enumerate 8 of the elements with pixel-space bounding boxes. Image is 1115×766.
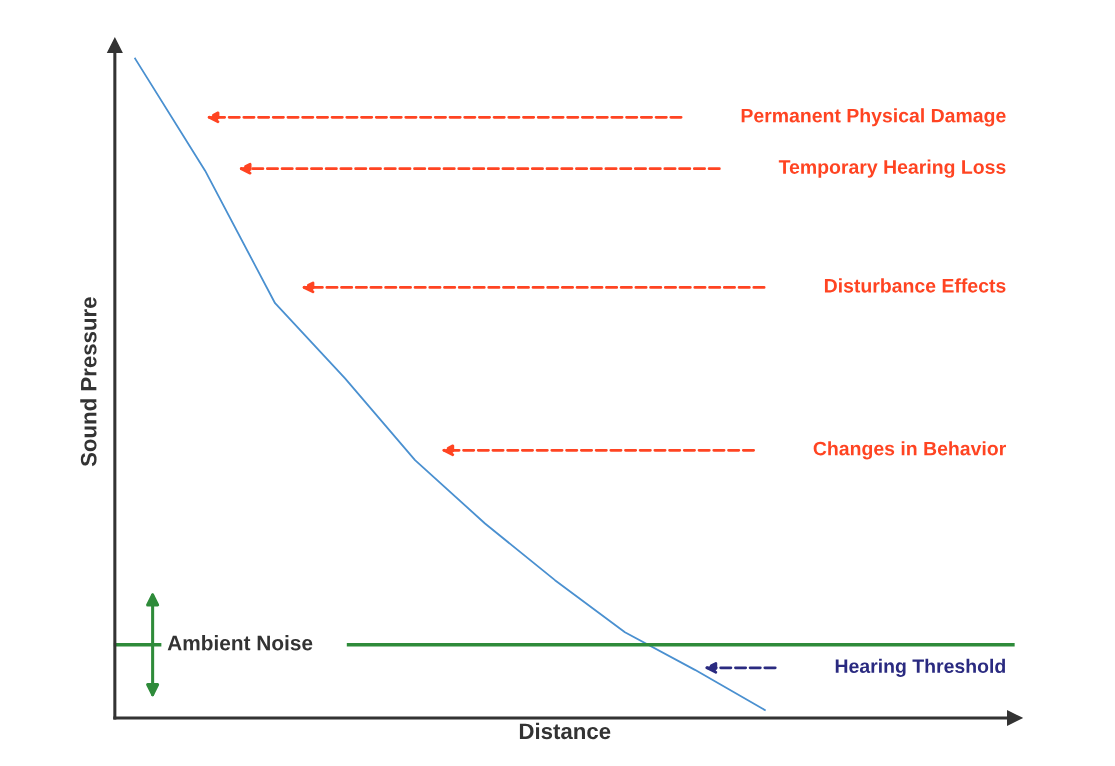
annotation: Temporary Hearing Loss	[778, 159, 1006, 178]
annotation: Disturbance Effects	[824, 278, 1006, 293]
annotation: Permanent Physical Damage	[741, 108, 1006, 127]
ref-line-label: Ambient Noise	[167, 635, 313, 651]
x-axis-title: Distance	[519, 722, 611, 740]
annotation: Hearing Threshold	[835, 658, 1005, 677]
annotation: Changes in Behavior	[813, 441, 1006, 460]
y-axis-title: Sound Pressure	[80, 297, 97, 467]
